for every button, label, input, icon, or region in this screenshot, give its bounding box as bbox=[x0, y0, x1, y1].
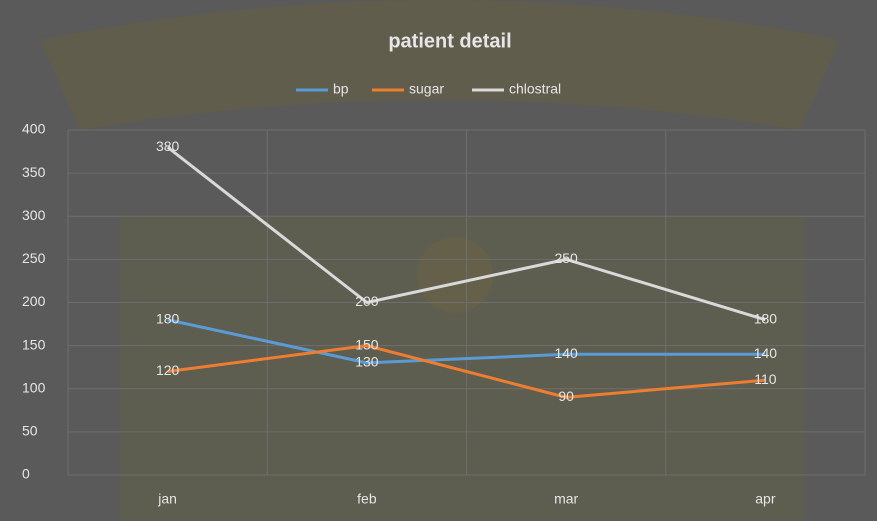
data-label: 140 bbox=[754, 345, 778, 361]
y-tick-label: 350 bbox=[22, 164, 46, 180]
data-label: 90 bbox=[558, 388, 574, 404]
watermark bbox=[417, 237, 493, 313]
data-label: 130 bbox=[355, 354, 379, 370]
chart-title: patient detail bbox=[388, 30, 511, 52]
data-label: 200 bbox=[355, 293, 379, 309]
data-label: 380 bbox=[156, 138, 180, 154]
legend-label: chlostral bbox=[509, 81, 561, 97]
x-tick-label: feb bbox=[357, 491, 377, 507]
x-tick-label: apr bbox=[755, 491, 776, 507]
y-tick-label: 200 bbox=[22, 293, 46, 309]
x-tick-label: jan bbox=[157, 491, 177, 507]
data-label: 150 bbox=[355, 336, 379, 352]
page: patient detail 0 50 100 150 200 250 300 350 400 j… bbox=[0, 0, 877, 521]
chart: patient detail 0 50 100 150 200 250 300 350 400 j… bbox=[0, 0, 877, 521]
x-tick-label: mar bbox=[554, 491, 578, 507]
data-label: 180 bbox=[156, 310, 180, 326]
data-label: 250 bbox=[554, 250, 578, 266]
y-tick-label: 150 bbox=[22, 336, 46, 352]
data-label: 180 bbox=[754, 310, 778, 326]
y-tick-label: 300 bbox=[22, 207, 46, 223]
y-tick-label: 100 bbox=[22, 379, 46, 395]
y-tick-label: 250 bbox=[22, 250, 46, 266]
legend-label: bp bbox=[333, 81, 349, 97]
data-label: 110 bbox=[754, 371, 777, 387]
y-tick-label: 400 bbox=[22, 121, 46, 137]
data-label: 120 bbox=[156, 362, 180, 378]
y-tick-label: 0 bbox=[22, 466, 30, 482]
legend-label: sugar bbox=[409, 81, 444, 97]
y-tick-label: 50 bbox=[22, 423, 38, 439]
data-label: 140 bbox=[554, 345, 578, 361]
